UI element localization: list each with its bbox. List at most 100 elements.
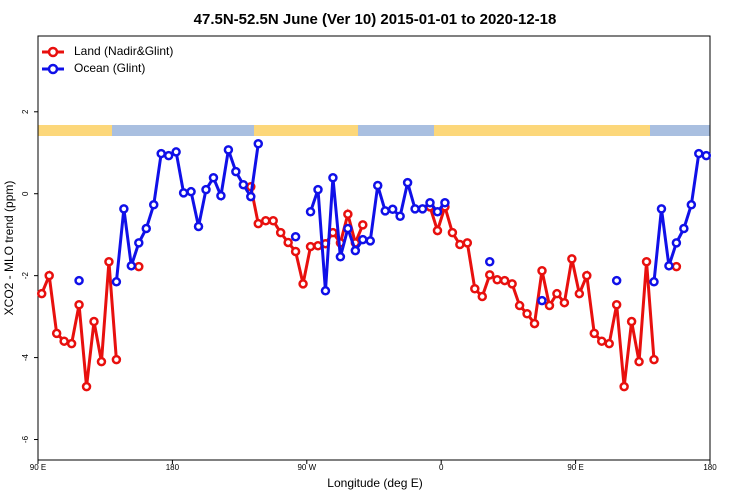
data-point [395, 211, 405, 222]
x-tick-label: 90 E [567, 463, 583, 472]
data-point [634, 356, 644, 367]
data-point [484, 270, 495, 280]
data-point [402, 177, 413, 188]
data-point [89, 316, 99, 327]
legend-marker [47, 63, 59, 75]
data-point [119, 204, 129, 214]
data-point [253, 218, 264, 229]
data-point [290, 246, 301, 257]
data-point [290, 231, 301, 242]
data-point [440, 197, 450, 208]
series-line [42, 187, 677, 387]
data-point [305, 241, 316, 252]
data-point [156, 148, 166, 159]
plot-frame [37, 35, 711, 461]
data-point [66, 338, 77, 349]
legend-label: Ocean (Glint) [74, 61, 145, 75]
land-ocean-band [38, 125, 710, 136]
x-tick-label: 0 [439, 463, 444, 472]
data-point [679, 223, 689, 234]
data-point [552, 288, 562, 299]
data-point [74, 299, 84, 310]
y-tick-label: 2 [21, 109, 30, 114]
data-point [36, 288, 47, 299]
data-point [126, 261, 137, 271]
data-point [417, 204, 428, 214]
x-tick-label: 90 E [30, 463, 46, 472]
data-point [163, 150, 174, 161]
data-point [343, 209, 353, 219]
data-point [335, 252, 346, 262]
data-point [134, 238, 144, 248]
data-point [567, 254, 577, 264]
data-point [559, 297, 570, 308]
data-point [611, 275, 622, 286]
data-point [141, 223, 152, 234]
data-point [522, 309, 532, 319]
data-point [328, 172, 338, 183]
x-tick-label: 180 [166, 463, 180, 472]
data-point [358, 220, 368, 230]
data-point [298, 279, 308, 289]
series-line [114, 143, 707, 291]
data-point [193, 221, 204, 232]
data-point [574, 288, 585, 299]
data-point [358, 234, 368, 245]
legend-marker [47, 46, 59, 58]
data-point [694, 148, 704, 159]
data-point [44, 270, 54, 281]
chart-title: 47.5N-52.5N June (Ver 10) 2015-01-01 to … [194, 11, 557, 28]
data-point [216, 191, 226, 201]
data-point [484, 256, 495, 267]
data-point [148, 200, 159, 210]
data-point [701, 150, 712, 161]
data-point [537, 265, 547, 276]
data-point [74, 275, 84, 286]
data-point [477, 291, 488, 302]
data-point [499, 275, 510, 286]
data-point [380, 206, 390, 216]
data-point [253, 138, 264, 149]
legend-label: Land (Nadir&Glint) [74, 44, 173, 58]
data-point [544, 300, 555, 311]
data-point [238, 179, 249, 190]
data-point [462, 238, 473, 248]
data-point [343, 223, 353, 234]
data-point [671, 238, 682, 248]
data-point [231, 166, 241, 177]
data-point [626, 316, 637, 327]
data-point [268, 216, 278, 226]
data-point [223, 145, 234, 155]
data-point [596, 336, 607, 346]
data-point [246, 191, 256, 202]
data-point [365, 236, 376, 246]
data-point [619, 381, 629, 392]
data-point [641, 256, 652, 267]
y-axis-label: XCO2 - MLO trend (ppm) [2, 181, 16, 316]
data-point [320, 286, 331, 296]
x-tick-label: 180 [703, 463, 717, 472]
data-point [275, 227, 286, 238]
data-point [96, 356, 107, 367]
data-point [387, 204, 398, 215]
data-point [507, 279, 517, 289]
data-point [186, 186, 196, 197]
data-point [589, 328, 600, 339]
data-point [208, 172, 219, 183]
data-point [305, 206, 316, 217]
data-point [59, 336, 69, 346]
legend: Land (Nadir&Glint) Ocean (Glint) [42, 44, 173, 75]
data-point [111, 354, 122, 365]
data-point [649, 354, 659, 365]
data-point [111, 277, 122, 287]
data-point [514, 300, 525, 311]
x-tick-label: 90 W [297, 463, 316, 472]
data-point [283, 237, 293, 248]
data-point [313, 240, 323, 251]
data-point [686, 200, 697, 210]
data-point [81, 381, 92, 392]
data-point [582, 270, 592, 281]
y-tick-label: -2 [21, 272, 30, 280]
data-point [410, 204, 420, 214]
